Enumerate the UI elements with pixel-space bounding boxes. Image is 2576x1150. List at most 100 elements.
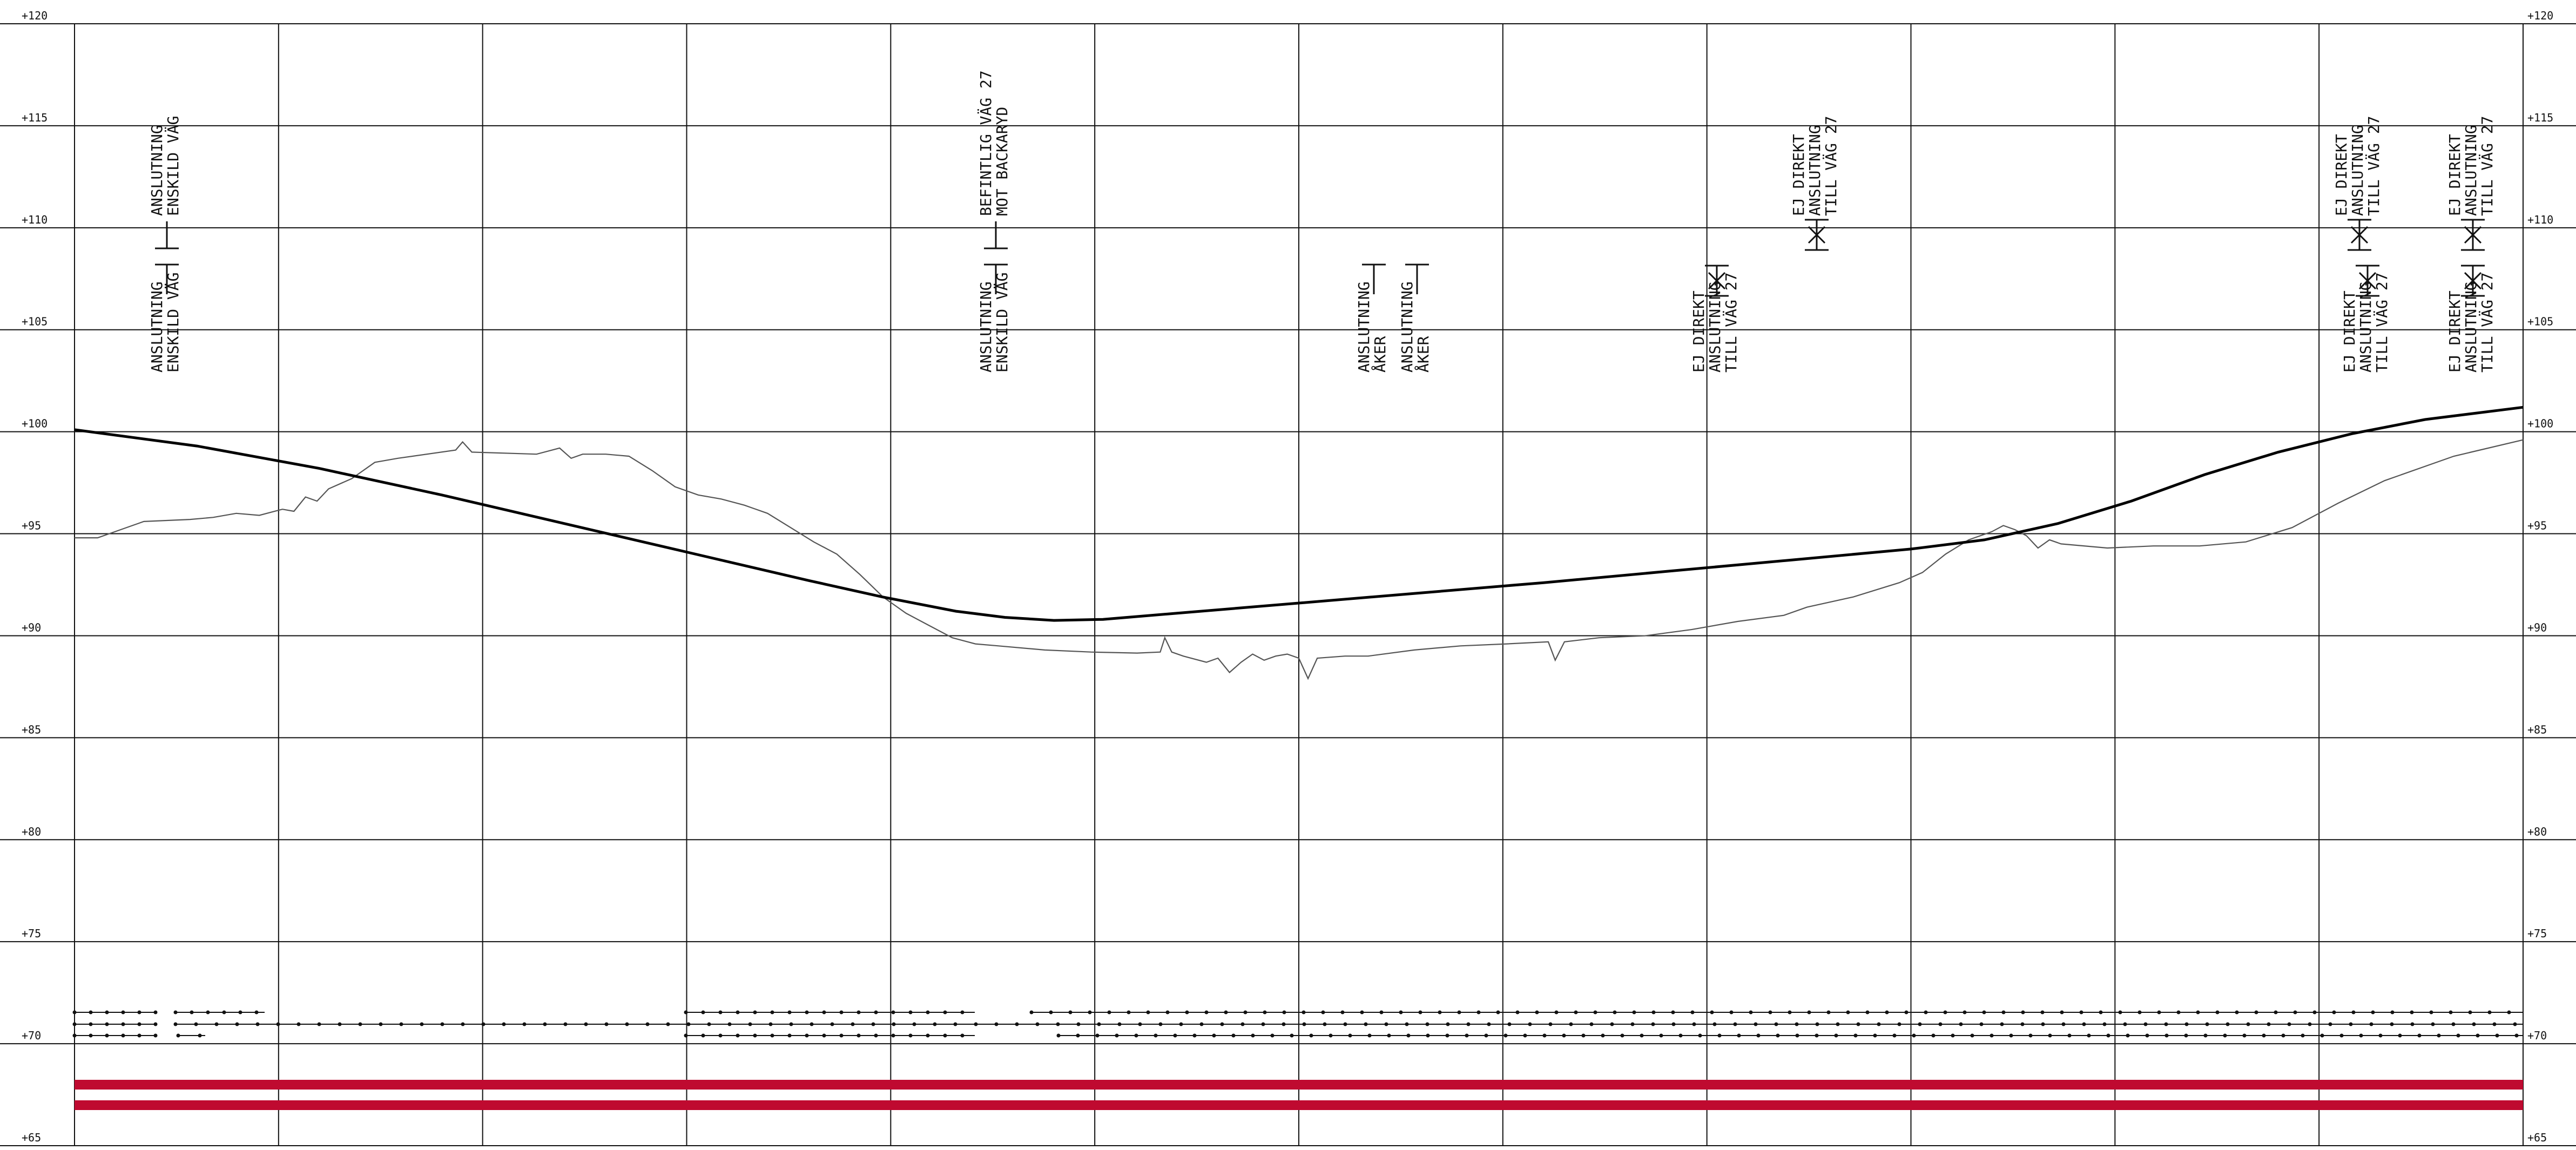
utility-dot (2205, 1022, 2209, 1026)
annotation-text-line: ANSLUTNING (2462, 281, 2480, 373)
utility-dot (2157, 1010, 2161, 1014)
utility-dot (960, 1010, 965, 1014)
utility-dot (2274, 1010, 2278, 1014)
utility-dot (1865, 1010, 1870, 1014)
utility-dot (1733, 1022, 1737, 1026)
utility-dot (912, 1022, 916, 1026)
utility-dot (891, 1010, 895, 1014)
utility-dot (1446, 1022, 1450, 1026)
utility-dot (1418, 1010, 1422, 1014)
utility-dot (1406, 1033, 1411, 1038)
utility-dot (1507, 1022, 1512, 1026)
utility-dot (1581, 1033, 1586, 1038)
elevation-label-left: +115 (22, 111, 48, 124)
utility-dot (121, 1033, 125, 1038)
utility-dot (871, 1022, 875, 1026)
elevation-label-left: +75 (22, 927, 41, 940)
utility-dot (173, 1022, 178, 1026)
utility-dot (1574, 1010, 1578, 1014)
utility-dot (1651, 1022, 1655, 1026)
elevation-label-right: +95 (2527, 519, 2547, 532)
utility-dot (2437, 1033, 2441, 1038)
existing-ground-line (75, 439, 2524, 680)
utility-dot (481, 1022, 485, 1026)
utility-dot (926, 1033, 930, 1038)
dotted-utility-lines (72, 1010, 2523, 1038)
utility-dot (839, 1010, 844, 1014)
utility-dot (851, 1022, 855, 1026)
utility-dot (2137, 1010, 2142, 1014)
utility-dot (1384, 1022, 1388, 1026)
utility-dot (953, 1022, 957, 1026)
utility-dot (1877, 1022, 1881, 1026)
elevation-labels-right: +120 +115 +110 +105 +100 +95 +90 +85 +80 +75 +70 +6… (2527, 9, 2553, 1144)
utility-dot (625, 1022, 629, 1026)
red-band-lower (75, 1100, 2523, 1110)
utility-dot (2351, 1010, 2356, 1014)
utility-dot (1970, 1033, 1974, 1038)
utility-dot (874, 1033, 878, 1038)
elevation-label-right: +90 (2527, 621, 2547, 634)
utility-dot (701, 1033, 705, 1038)
utility-dot (2164, 1033, 2169, 1038)
utility-dot (1951, 1033, 1955, 1038)
utility-dot (1756, 1033, 1761, 1038)
utility-dot (2176, 1010, 2181, 1014)
utility-dot (1589, 1022, 1594, 1026)
utility-dot (420, 1022, 424, 1026)
utility-dot (892, 1022, 896, 1026)
utility-dot (1774, 1022, 1778, 1026)
utility-dot (1035, 1022, 1040, 1026)
annotation-text-line: ANSLUTNING (1806, 125, 1824, 216)
utility-dot (2000, 1022, 2004, 1026)
utility-dot (994, 1022, 999, 1026)
utility-dot (2254, 1010, 2258, 1014)
utility-dot (1056, 1022, 1060, 1026)
elevation-label-right: +70 (2527, 1029, 2547, 1042)
elevation-label-right: +105 (2527, 315, 2553, 328)
utility-dot (2410, 1010, 2414, 1014)
elevation-label-left: +100 (22, 417, 48, 430)
utility-dot (753, 1033, 757, 1038)
utility-dot (358, 1022, 362, 1026)
utility-dot (2087, 1033, 2091, 1038)
utility-dot (1476, 1010, 1481, 1014)
annotation-text-line: TILL VÄG 27 (2365, 116, 2383, 216)
utility-dot (2041, 1022, 2045, 1026)
utility-dot (727, 1022, 732, 1026)
utility-dot (1692, 1022, 1696, 1026)
utility-dot (1261, 1022, 1265, 1026)
elevation-label-left: +65 (22, 1131, 41, 1144)
utility-dot (1754, 1022, 1758, 1026)
utility-dot (822, 1033, 826, 1038)
utility-dot (2308, 1022, 2312, 1026)
utility-dot (1343, 1022, 1347, 1026)
utility-dot (1487, 1022, 1491, 1026)
utility-dot (908, 1033, 913, 1038)
utility-dot (1698, 1033, 1702, 1038)
utility-dot (2390, 1010, 2395, 1014)
utility-dot (1015, 1022, 1019, 1026)
utility-dot (1788, 1010, 1792, 1014)
utility-dot (105, 1033, 109, 1038)
utility-dot (718, 1033, 723, 1038)
elevation-label-right: +115 (2527, 111, 2553, 124)
elevation-labels-left: +120 +115 +110 +105 +100 +95 +90 +85 +80 +75 +70 +6… (22, 9, 48, 1144)
utility-dot (2449, 1010, 2453, 1014)
utility-dot (2184, 1033, 2188, 1038)
utility-dot (235, 1022, 239, 1026)
utility-dot (1535, 1010, 1539, 1014)
utility-dot (2451, 1022, 2456, 1026)
utility-dot (2349, 1022, 2353, 1026)
annotation-text-line: EJ DIREKT (1790, 134, 1808, 216)
utility-dot (1904, 1010, 1909, 1014)
utility-dot (153, 1033, 158, 1038)
utility-dot (1601, 1033, 1605, 1038)
utility-dot (2164, 1022, 2168, 1026)
utility-dot (2246, 1022, 2250, 1026)
utility-dot (857, 1033, 861, 1038)
utility-dot (943, 1033, 947, 1038)
utility-dot (1990, 1033, 1994, 1038)
